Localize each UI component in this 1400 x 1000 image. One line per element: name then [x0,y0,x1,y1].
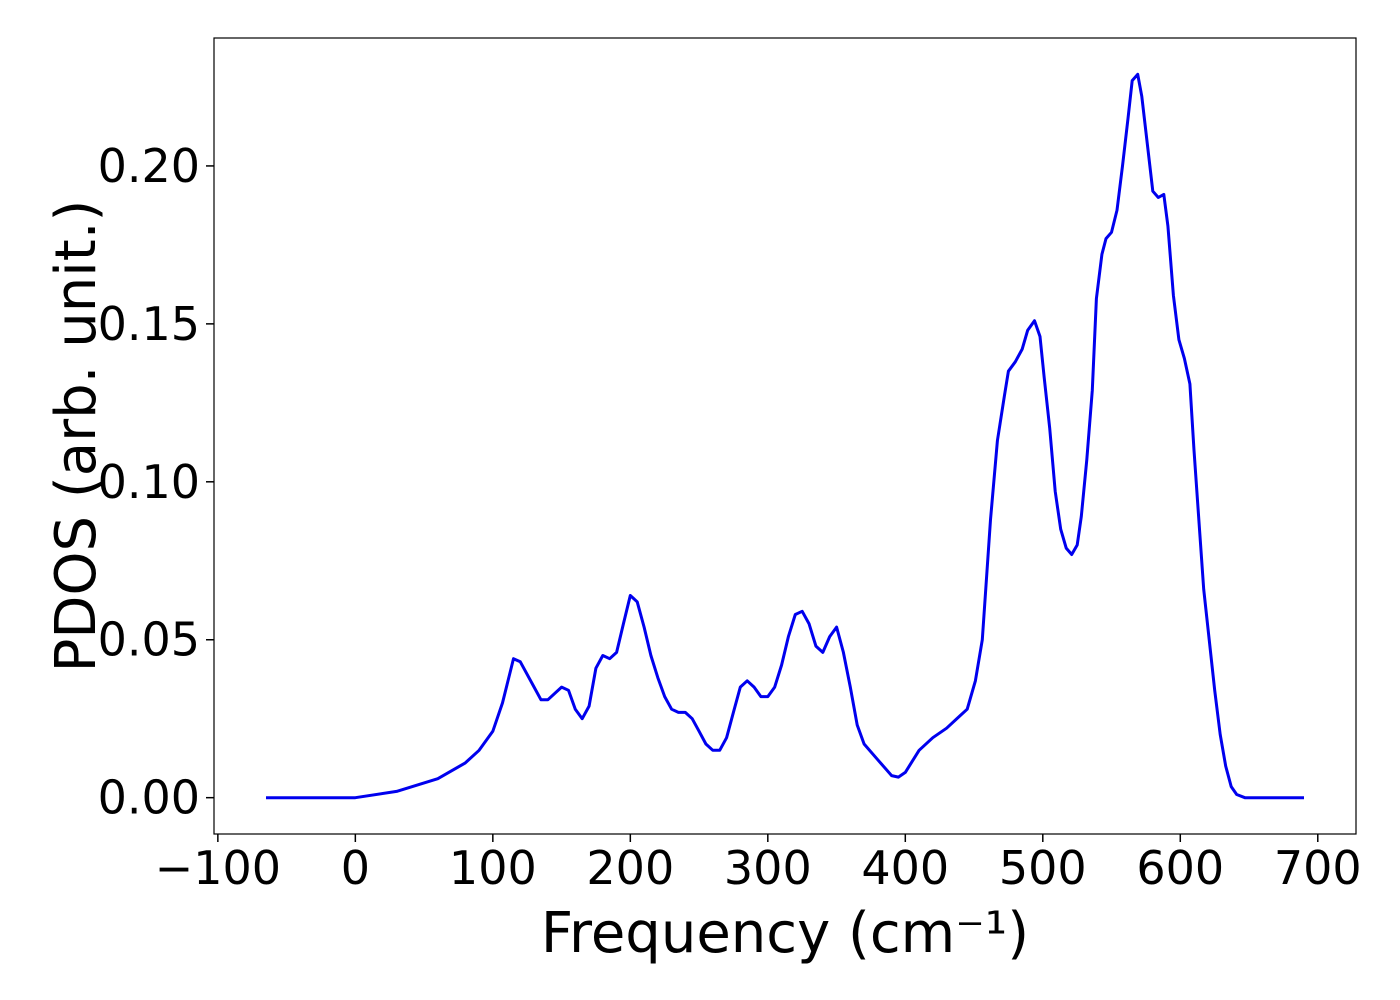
y-tick-label: 0.20 [98,139,200,193]
x-tick-label: 0 [341,841,370,895]
data-line [266,72,1304,800]
y-tick-label: 0.00 [98,771,200,825]
x-tick-label: 700 [1274,841,1362,895]
y-axis-label: PDOS (arb. unit.) [44,200,109,673]
x-tick-label: 500 [999,841,1087,895]
x-tick-label: 400 [861,841,949,895]
y-tick-label: 0.05 [98,613,200,667]
x-tick-label: 200 [586,841,674,895]
x-tick-label: −100 [155,841,281,895]
x-axis-label: Frequency (cm⁻¹) [541,901,1029,966]
y-tick-label: 0.15 [98,297,200,351]
x-tick-label: 100 [449,841,537,895]
plot-frame [213,37,1357,835]
x-tick-label: 600 [1136,841,1224,895]
x-tick-label: 300 [724,841,812,895]
y-tick-label: 0.10 [98,455,200,509]
